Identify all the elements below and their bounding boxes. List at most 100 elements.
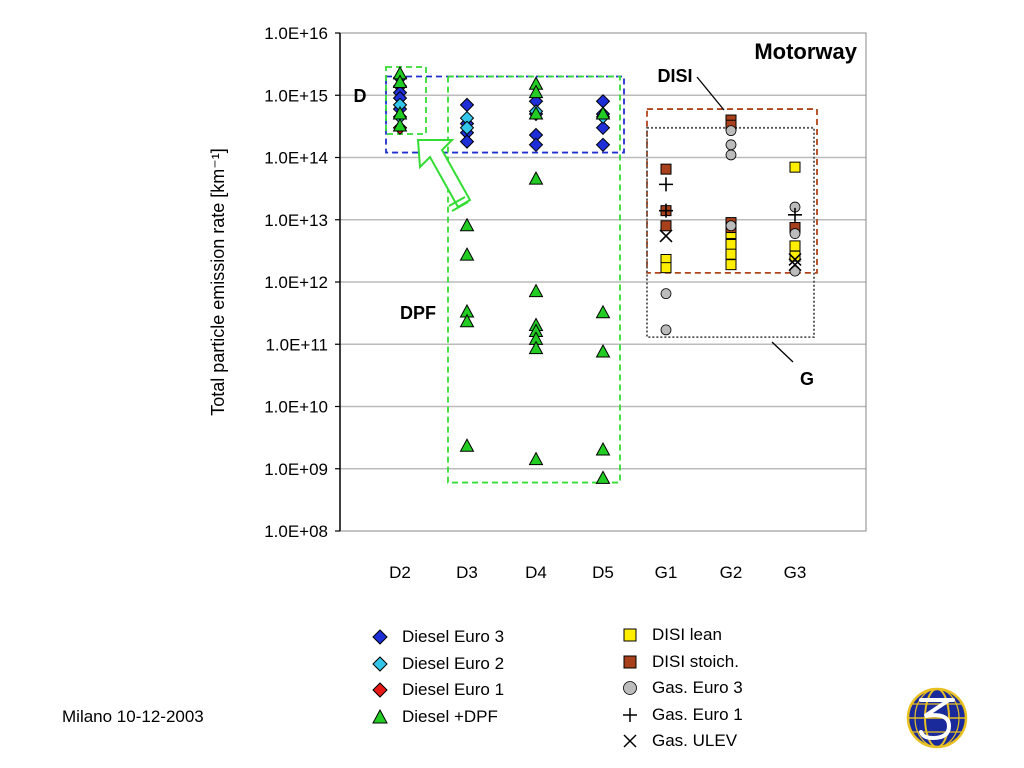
legend-right: DISI lean DISI stoich. Gas. Euro 3 Gas. Eur…	[622, 622, 743, 755]
point-disi-lean	[789, 161, 801, 173]
point-diesel-dpf	[528, 340, 544, 355]
x-tick-label-d5: D5	[592, 563, 614, 582]
point-diesel-dpf	[459, 217, 475, 232]
legend-item-diesel-euro-3: Diesel Euro 3	[372, 624, 504, 651]
point-diesel-dpf	[528, 105, 544, 120]
legend-item-disi-lean: DISI lean	[622, 622, 743, 649]
x-tick-label-d4: D4	[525, 563, 547, 582]
annotation-label-dpf: DPF	[400, 303, 436, 323]
point-diesel-dpf	[392, 74, 408, 89]
legend-label: Diesel Euro 2	[402, 653, 505, 673]
footer-date: Milano 10-12-2003	[62, 707, 204, 726]
y-tick-label: 1.0E+14	[264, 149, 328, 168]
annotation-label-g: G	[800, 369, 814, 389]
point-diesel-dpf	[528, 171, 544, 185]
point-gas-euro-3	[725, 149, 737, 161]
annotation-box-dpf	[447, 75, 621, 484]
point-diesel-dpf	[528, 283, 544, 298]
legend-item-gas-euro-3: Gas. Euro 3	[622, 675, 743, 702]
x-axis-ticks: D2 D3 D4 D5 G1 G2 G3	[389, 563, 806, 582]
point-diesel-dpf	[459, 247, 475, 261]
legend-marker-icon	[623, 734, 637, 748]
legend-marker-icon	[372, 682, 388, 698]
point-gas-euro-3	[725, 139, 737, 151]
legend-label: DISI lean	[652, 625, 722, 645]
dpf-arrow-tail	[451, 201, 469, 212]
annotation-box-g	[646, 126, 815, 339]
point-gas-euro-3	[789, 228, 801, 239]
y-axis-label: Total particle emission rate [km⁻¹]	[208, 148, 228, 416]
annotation-label-d: D	[354, 86, 367, 106]
point-diesel-dpf	[459, 438, 475, 452]
legend-item-diesel-dpf: Diesel +DPF	[372, 704, 504, 731]
point-gas-ulev	[788, 258, 802, 272]
point-disi-lean	[725, 259, 737, 271]
legend-label: Gas. Euro 3	[652, 678, 743, 698]
legend-item-diesel-euro-1: Diesel Euro 1	[372, 677, 504, 704]
point-gas-ulev	[659, 229, 673, 243]
organization-logo	[905, 686, 969, 755]
point-gas-euro-1	[659, 203, 673, 218]
point-diesel-dpf	[528, 451, 544, 466]
point-diesel-euro-3	[595, 137, 611, 153]
legend-label: Diesel Euro 3	[402, 627, 505, 647]
y-tick-label: 1.0E+08	[264, 522, 328, 541]
point-diesel-dpf	[392, 118, 408, 132]
annotation-box-d	[385, 75, 625, 154]
disi-leader-line	[696, 76, 725, 111]
point-diesel-dpf	[595, 304, 611, 319]
point-disi-lean	[725, 239, 737, 251]
legend-item-gas-euro-1: Gas. Euro 1	[622, 702, 743, 729]
y-tick-label: 1.0E+09	[264, 460, 328, 479]
x-tick-label-g1: G1	[655, 563, 678, 582]
x-tick-label-d3: D3	[456, 563, 478, 582]
annotation-overlays: D DPF DISI G	[354, 66, 815, 389]
y-axis-ticks: 1.0E+08 1.0E+09 1.0E+10 1.0E+11 1.0E+12 1.0E+…	[264, 24, 340, 541]
y-tick-label: 1.0E+16	[264, 24, 328, 43]
point-gas-euro-1	[659, 177, 673, 192]
legend-marker-icon	[372, 708, 388, 724]
point-disi-stoich	[660, 163, 672, 175]
annotation-box-d2-dpf	[385, 66, 427, 135]
x-tick-label-g3: G3	[784, 563, 807, 582]
point-disi-stoich	[660, 220, 672, 232]
point-gas-euro-3	[725, 125, 737, 137]
point-disi-lean	[660, 262, 672, 274]
y-tick-label: 1.0E+12	[264, 273, 328, 292]
legend-item-diesel-euro-2: Diesel Euro 2	[372, 651, 504, 678]
scatter-chart: 1.0E+08 1.0E+09 1.0E+10 1.0E+11 1.0E+12 1.0E+…	[208, 24, 867, 582]
legend-left: Diesel Euro 3 Diesel Euro 2 Diesel Euro 1 D…	[372, 624, 504, 730]
point-diesel-euro-3	[528, 137, 544, 153]
legend-marker-icon	[623, 655, 637, 669]
point-diesel-dpf	[595, 105, 611, 120]
point-diesel-euro-3	[459, 134, 475, 149]
point-diesel-euro-3	[595, 120, 611, 136]
dpf-arrow-tail	[448, 196, 466, 207]
g-leader-line	[771, 341, 794, 363]
point-diesel-dpf	[595, 441, 611, 456]
y-tick-label: 1.0E+11	[265, 335, 328, 354]
point-gas-ulev	[788, 252, 802, 267]
dpf-arrow	[416, 139, 472, 209]
point-diesel-dpf	[528, 84, 544, 99]
point-diesel-euro-3	[595, 94, 611, 109]
annotation-label-disi: DISI	[657, 66, 692, 86]
legend-label: Gas. ULEV	[652, 731, 738, 751]
point-diesel-dpf	[595, 343, 611, 358]
legend-item-disi-stoich: DISI stoich.	[622, 649, 743, 676]
point-gas-euro-3	[660, 324, 672, 336]
point-gas-euro-1	[788, 207, 802, 222]
point-diesel-dpf	[595, 470, 611, 484]
legend-label: DISI stoich.	[652, 651, 739, 671]
legend-label: Gas. Euro 1	[652, 704, 743, 724]
point-diesel-dpf	[459, 313, 475, 328]
point-diesel-euro-2	[459, 120, 475, 136]
annotation-boxes	[385, 66, 818, 484]
point-disi-lean	[789, 250, 801, 262]
legend-marker-icon	[623, 707, 637, 722]
point-disi-lean	[725, 248, 737, 260]
x-tick-label-g2: G2	[720, 563, 743, 582]
x-tick-label-d2: D2	[389, 563, 411, 582]
legend-marker-icon	[372, 656, 388, 672]
y-tick-label: 1.0E+10	[264, 398, 328, 417]
